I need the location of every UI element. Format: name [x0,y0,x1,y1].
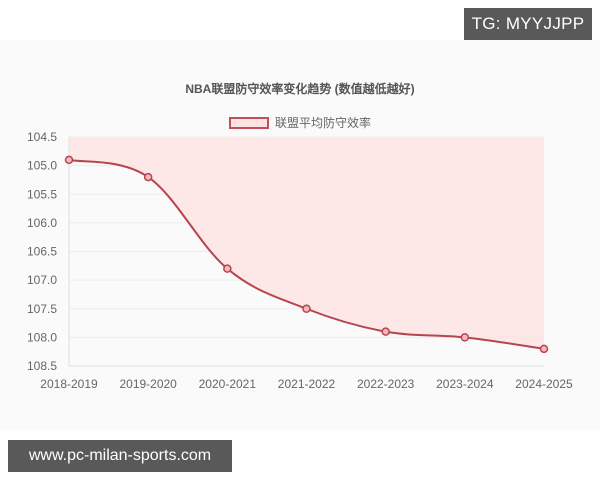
legend-label: 联盟平均防守效率 [274,116,371,130]
legend-swatch-icon [228,116,269,129]
x-tick-label: 2021-2022 [278,377,336,391]
data-point[interactable] [460,333,470,342]
y-axis: 104.5 105.0 105.5 106.0 106.5 107.0 107.5 108.0… [27,130,57,373]
y-tick-label: 106.0 [27,216,57,230]
x-tick-label: 2022-2023 [357,377,415,391]
chart-legend[interactable]: 联盟平均防守效率 [0,114,600,131]
data-markers [64,155,549,354]
y-tick-label: 108.0 [27,330,57,344]
chart-title: NBA联盟防守效率变化趋势 (数值越低越好) [185,82,415,96]
y-tick-label: 105.5 [27,187,57,201]
data-point[interactable] [64,155,74,165]
watermark-tag-top: TG: MYYJJPP [464,8,592,40]
y-tick-label: 107.5 [27,302,57,316]
y-tick-label: 108.5 [27,359,57,373]
x-tick-label: 2018-2019 [40,377,98,391]
y-tick-label: 105.0 [27,159,57,173]
y-tick-label: 106.5 [27,245,57,259]
x-tick-label: 2023-2024 [436,377,494,391]
data-point[interactable] [223,264,232,273]
data-point[interactable] [381,327,390,336]
area-fill [69,137,544,349]
data-point[interactable] [302,304,311,313]
y-tick-label: 104.5 [27,130,57,144]
x-tick-label: 2024-2025 [515,377,573,391]
x-tick-label: 2020-2021 [199,377,257,391]
y-tick-label: 107.0 [27,273,57,287]
data-point[interactable] [143,172,153,182]
data-point[interactable] [539,344,549,354]
x-axis: 2018-2019 2019-2020 2020-2021 2021-2022 2022… [40,377,573,391]
x-tick-label: 2019-2020 [119,377,177,391]
watermark-tag-bottom: www.pc-milan-sports.com [8,440,232,472]
